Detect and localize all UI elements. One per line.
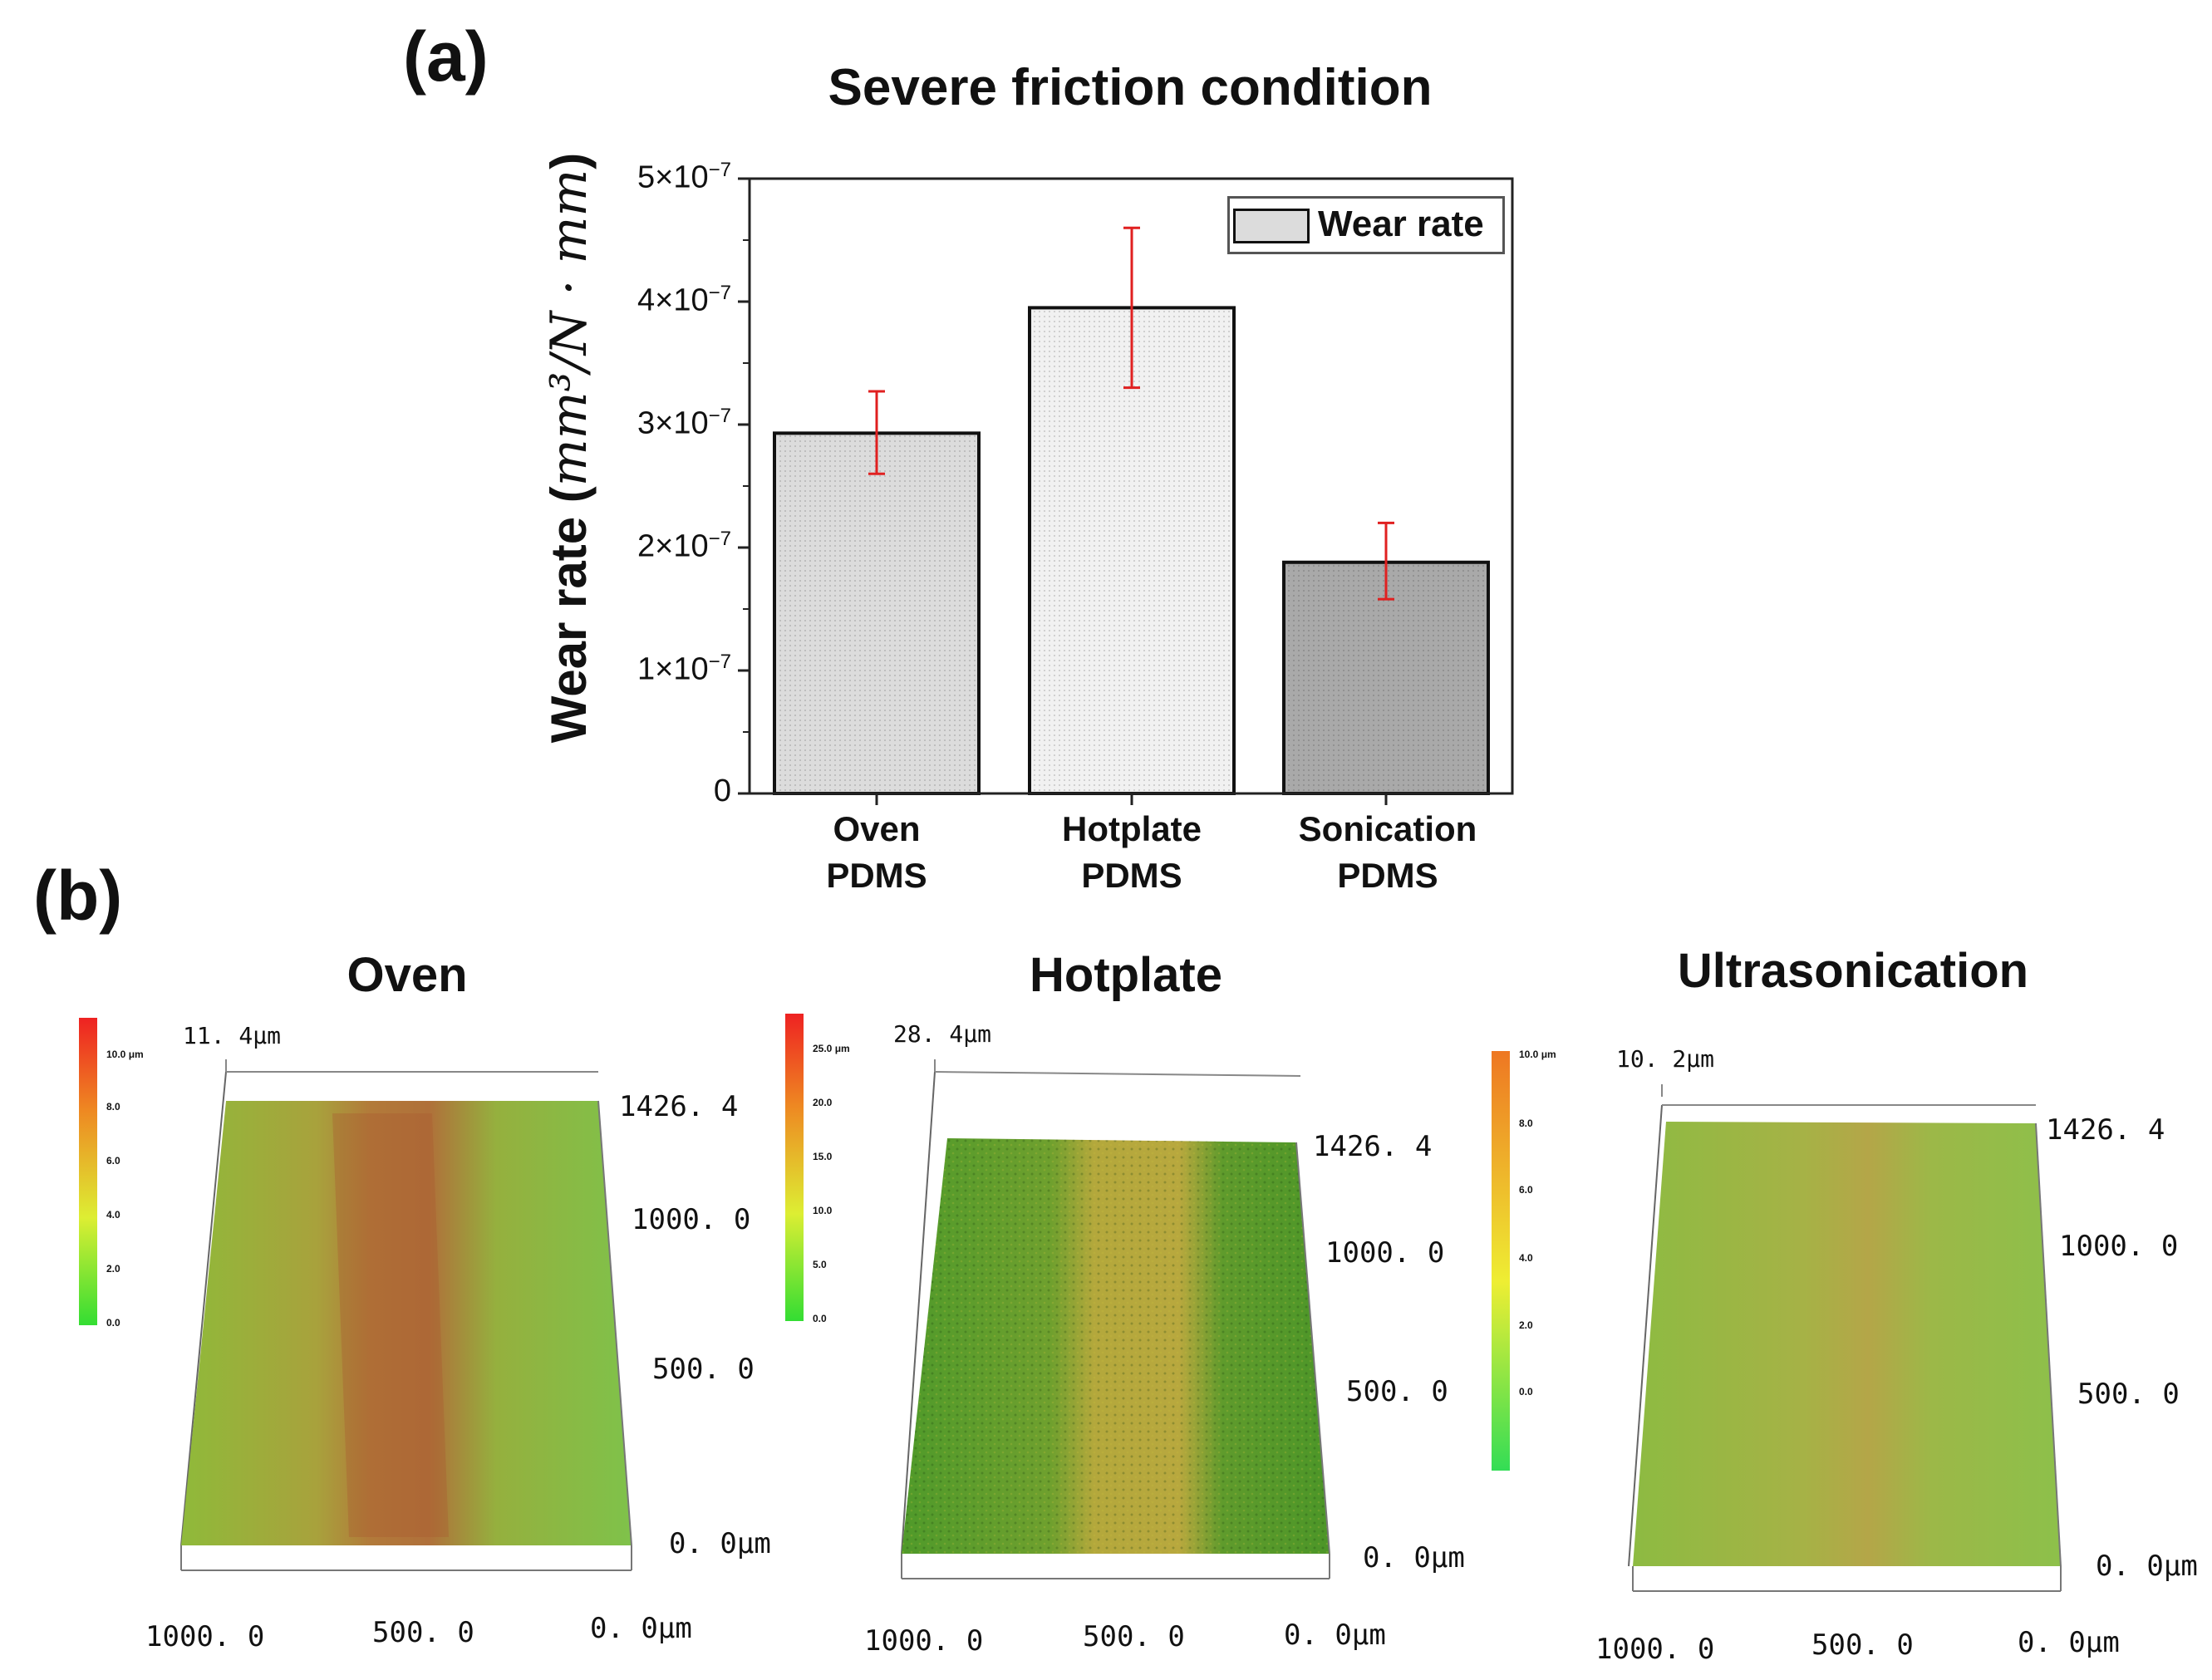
map-hotplate [785,1014,1330,1579]
panel-b-label: (b) [33,857,123,935]
ultrasonication-y-0: 0. 0μm [2096,1550,2198,1583]
x-label-oven-line1: Oven [833,809,921,848]
map-title-hotplate: Hotplate [1030,948,1222,1002]
error-bar-sonication [1378,521,1394,601]
y-tick-label-0: 0 [713,774,731,808]
hotplate-scale-4: 5.0 [813,1259,827,1270]
hotplate-scale-1: 20.0 [813,1097,833,1108]
oven-surface [181,1101,632,1545]
bar-chart [738,177,1514,805]
y-tick-label-2: 2×10−7 [637,528,731,564]
oven-y-0: 0. 0μm [669,1527,771,1560]
ultrasonication-y-1000: 1000. 0 [2059,1230,2179,1263]
hotplate-y-0: 0. 0μm [1363,1541,1465,1574]
x-label-oven: Oven PDMS [798,806,956,899]
hotplate-scale-3: 10.0 [813,1205,833,1216]
bar-texture-sonication [1284,562,1488,793]
ultrasonication-y-500: 500. 0 [2077,1378,2180,1411]
map-oven [79,1018,632,1571]
oven-colorscale [79,1018,97,1325]
y-tick-label-1: 1×10−7 [637,651,731,687]
oven-scale-1: 8.0 [106,1101,120,1113]
hotplate-scale-2: 15.0 [813,1151,833,1162]
ultrasonication-x-500: 500. 0 [1811,1628,1914,1662]
hotplate-x-0: 0. 0μm [1284,1619,1386,1652]
x-label-sonication: Sonication PDMS [1267,806,1508,899]
legend-label: Wear rate [1318,204,1484,244]
x-label-sonication-line2: PDMS [1337,856,1438,895]
surface-maps [79,1014,2062,1592]
map-title-oven: Oven [347,948,468,1002]
x-label-hotplate: Hotplate PDMS [1024,806,1240,899]
oven-scale-0: 10.0 μm [106,1049,144,1060]
ultrasonication-zmax: 10. 2μm [1616,1045,1715,1073]
map-title-ultrasonication: Ultrasonication [1677,944,2029,998]
chart-title: Severe friction condition [828,59,1433,116]
ultrasonication-y-1426: 1426. 4 [2046,1113,2165,1147]
oven-x-500: 500. 0 [372,1616,474,1649]
oven-x-0: 0. 0μm [590,1612,692,1645]
ultrasonication-scale-0: 10.0 μm [1519,1049,1556,1060]
oven-y-1000: 1000. 0 [632,1203,751,1236]
ultrasonication-colorscale [1492,1051,1510,1471]
panel-a-label: (a) [403,17,489,96]
error-bar-hotplate [1123,226,1140,390]
oven-y-500: 500. 0 [652,1353,755,1386]
bar-texture-oven [774,433,979,793]
hotplate-zmax: 28. 4μm [893,1020,992,1048]
oven-x-1000: 1000. 0 [145,1620,265,1653]
oven-scale-5: 0.0 [106,1317,120,1329]
hotplate-scale-5: 0.0 [813,1313,827,1324]
oven-scale-3: 4.0 [106,1209,120,1221]
y-tick-label-3: 3×10−7 [637,405,731,441]
hotplate-y-1426: 1426. 4 [1313,1130,1433,1163]
x-label-hotplate-line2: PDMS [1081,856,1182,895]
map-ultrasonication [1492,1051,2062,1592]
x-label-sonication-line1: Sonication [1298,809,1477,848]
y-tick-label-4: 4×10−7 [637,282,731,318]
hotplate-colorscale [785,1014,804,1321]
y-tick-label-5: 5×10−7 [637,159,731,195]
chart-legend: Wear rate [1227,196,1505,254]
x-label-hotplate-line1: Hotplate [1062,809,1202,848]
ultrasonication-x-1000: 1000. 0 [1595,1633,1715,1666]
ultrasonication-surface [1633,1122,2061,1566]
ultrasonication-scale-1: 8.0 [1519,1118,1533,1129]
ultrasonication-scale-2: 6.0 [1519,1184,1533,1196]
ultrasonication-scale-5: 0.0 [1519,1386,1533,1398]
hotplate-y-500: 500. 0 [1346,1375,1448,1408]
oven-zmax: 11. 4μm [183,1022,282,1049]
ultrasonication-x-0: 0. 0μm [2018,1626,2120,1659]
oven-y-1426: 1426. 4 [619,1090,739,1123]
oven-scale-4: 2.0 [106,1263,120,1275]
error-bar-oven [868,390,885,475]
oven-scale-2: 6.0 [106,1155,120,1167]
x-label-oven-line2: PDMS [826,856,927,895]
hotplate-scale-0: 25.0 μm [813,1043,850,1054]
hotplate-x-500: 500. 0 [1083,1620,1185,1653]
legend-swatch [1233,209,1310,243]
ultrasonication-scale-4: 2.0 [1519,1319,1533,1331]
hotplate-y-1000: 1000. 0 [1325,1236,1445,1270]
hotplate-x-1000: 1000. 0 [864,1624,984,1658]
ultrasonication-scale-3: 4.0 [1519,1252,1533,1264]
